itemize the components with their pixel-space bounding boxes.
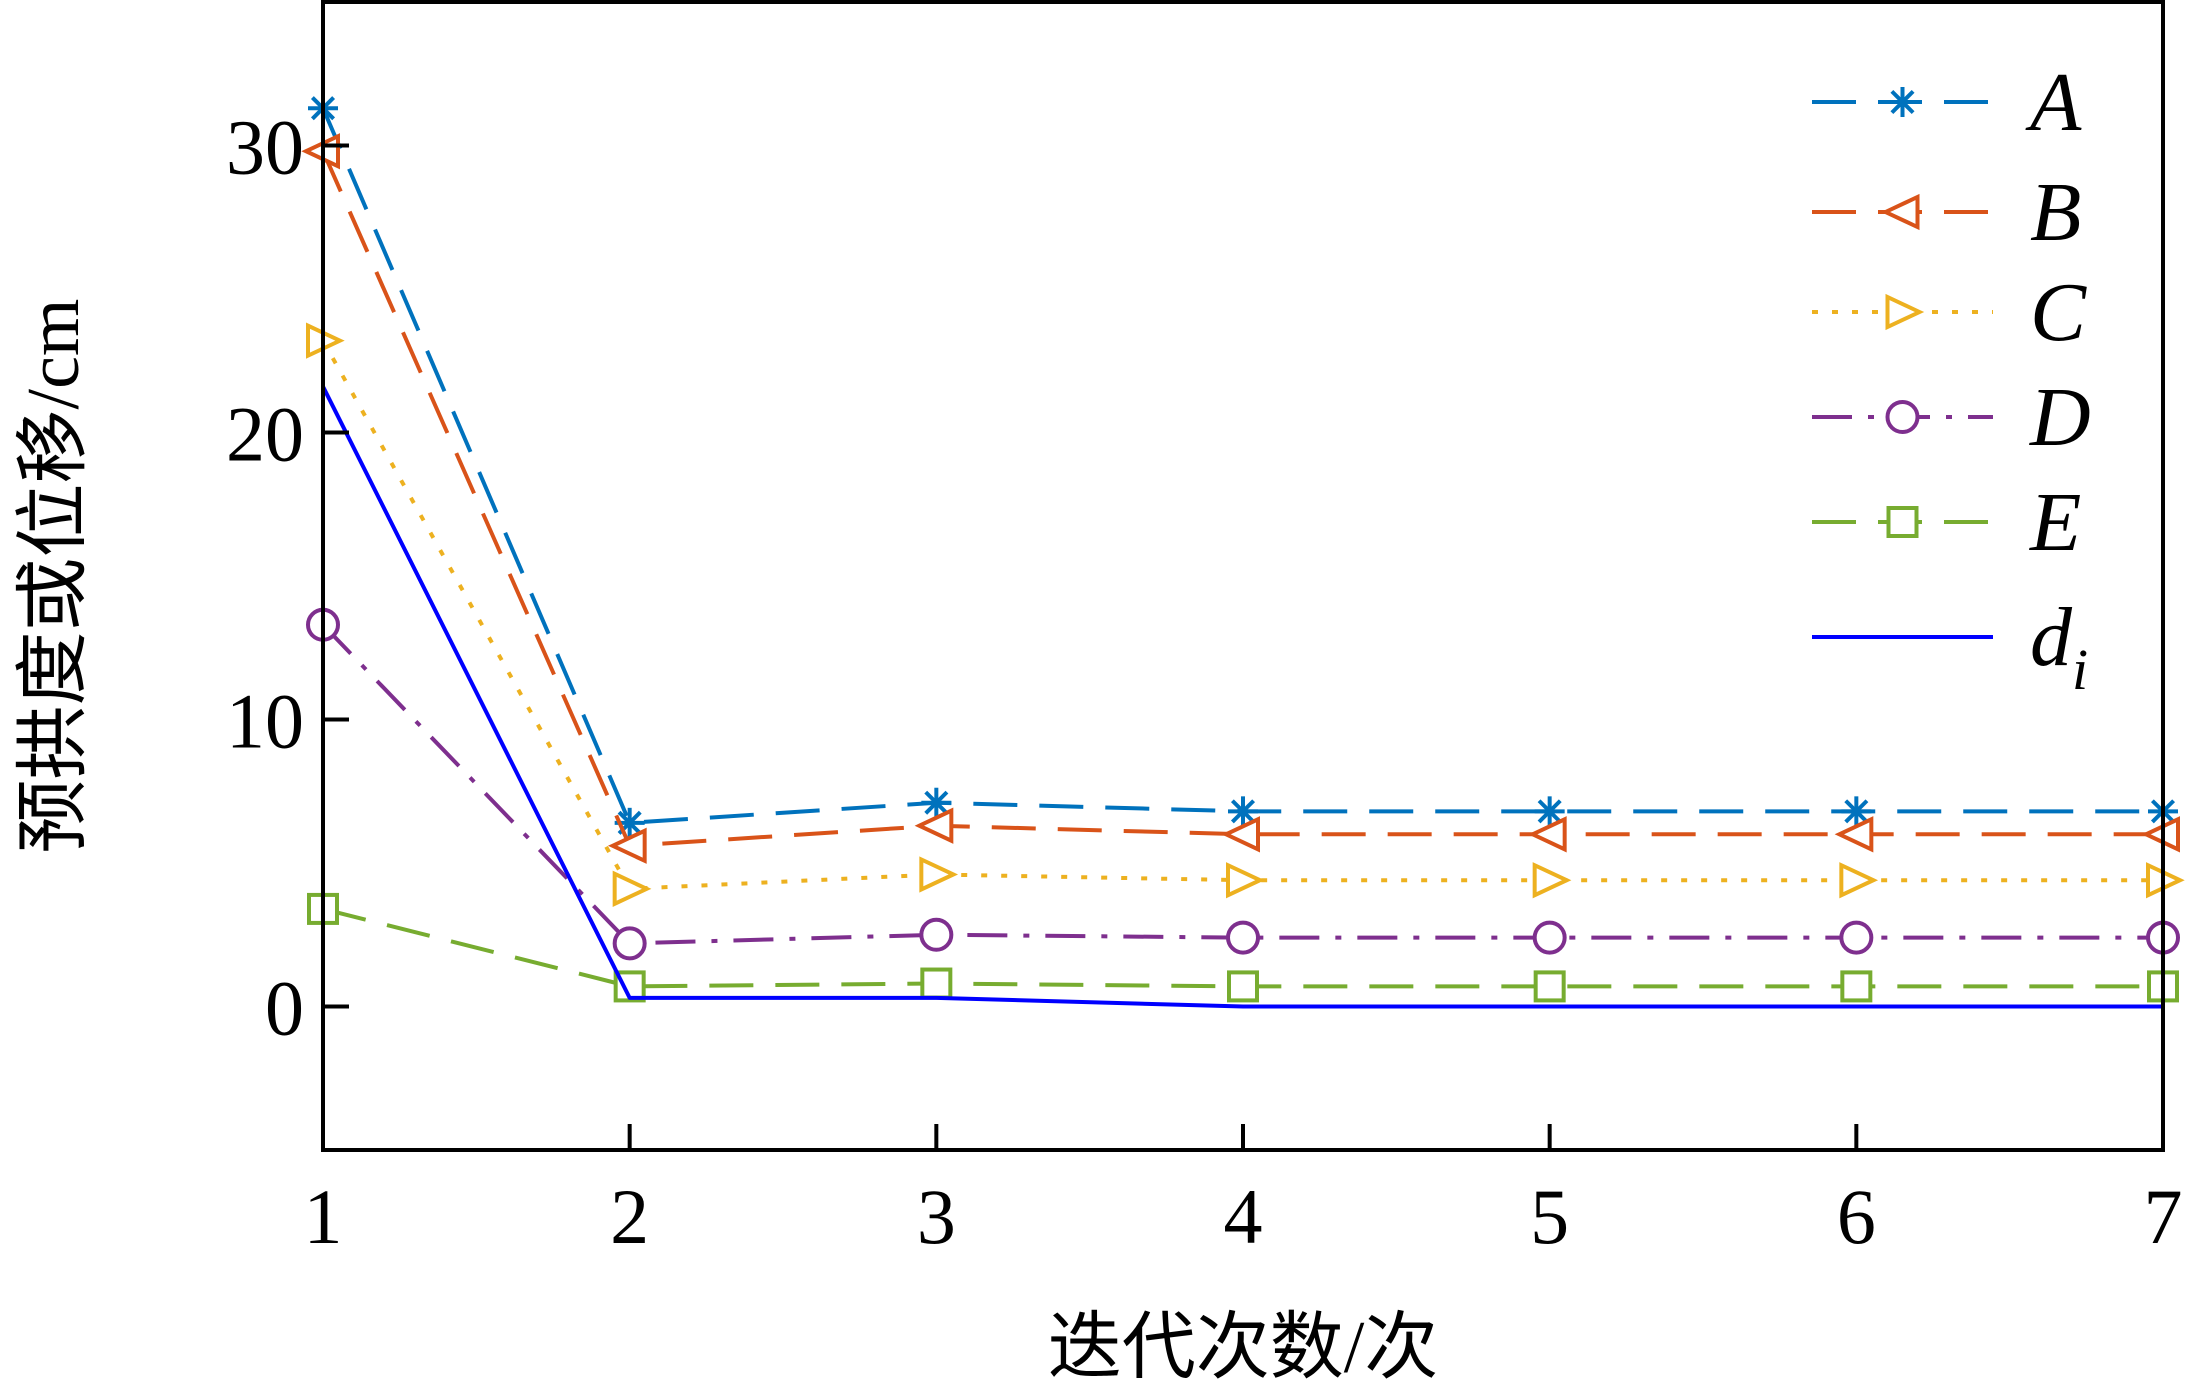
- x-axis-title: 迭代次数/次: [1048, 1307, 1439, 1389]
- data-point-a: [921, 787, 952, 818]
- data-point-b: [1221, 816, 1260, 853]
- data-point-c: [612, 870, 652, 907]
- data-point-e: [1227, 970, 1259, 1003]
- data-point-c: [1226, 862, 1265, 899]
- legend-item-di: di: [1812, 591, 2088, 702]
- x-tick-label: 4: [1224, 1173, 1263, 1260]
- legend-label: C: [2030, 266, 2087, 359]
- series-line-d: [321, 385, 2163, 1009]
- legend-marker: [1887, 87, 1918, 117]
- data-point-c: [919, 856, 959, 893]
- legend-item-a: A: [1812, 56, 2082, 149]
- x-tick-label: 1: [304, 1173, 343, 1260]
- series-layer: [301, 93, 2185, 1009]
- data-point-b: [914, 807, 954, 844]
- legend-label-subscript: i: [2072, 637, 2088, 702]
- ticks-layer: 1 2 3 4 5 6 7 0 10 20 30: [226, 104, 2183, 1261]
- data-point-e: [1840, 970, 1873, 1003]
- data-point-c: [1532, 862, 1572, 899]
- data-point-e: [920, 967, 953, 1000]
- series-line-a: [321, 107, 2163, 825]
- data-point-d: [1839, 920, 1874, 955]
- x-tick-label: 3: [917, 1173, 956, 1260]
- data-point-b: [607, 827, 647, 864]
- y-tick-label: 30: [226, 104, 304, 191]
- x-tick-label: 2: [610, 1173, 649, 1260]
- legend-label: B: [2030, 166, 2081, 259]
- x-tick-label: 7: [2144, 1173, 2183, 1260]
- series-di: [321, 385, 2163, 1009]
- series-b: [301, 133, 2180, 864]
- legend-label: A: [2025, 56, 2082, 149]
- y-axis-title: 预拱度或位移/cm: [13, 299, 95, 854]
- series-d: [306, 607, 2180, 961]
- legend-marker: [1886, 506, 1919, 538]
- legend-item-c: C: [1812, 266, 2087, 359]
- legend-label: D: [2029, 371, 2091, 464]
- data-point-d: [1226, 920, 1260, 955]
- x-tick-label: 6: [1837, 1173, 1876, 1260]
- data-point-d: [612, 926, 647, 961]
- legend-marker: [1885, 400, 1920, 434]
- data-point-a: [1841, 796, 1872, 827]
- legend-item-d: D: [1812, 371, 2091, 464]
- data-point-b: [1834, 816, 1874, 853]
- data-point-a: [1228, 796, 1258, 827]
- legend-marker: [1880, 193, 1920, 231]
- data-point-d: [919, 917, 954, 952]
- x-tick-label: 5: [1530, 1173, 1569, 1260]
- data-point-c: [1839, 862, 1879, 899]
- y-tick-label: 20: [226, 391, 304, 478]
- y-tick-label: 0: [265, 965, 304, 1052]
- data-point-b: [1527, 816, 1567, 853]
- legend-item-e: E: [1812, 476, 2081, 569]
- y-tick-label: 10: [226, 678, 304, 765]
- series-line-b: [321, 150, 2163, 848]
- series-line-d: [321, 623, 2163, 946]
- legend-marker: [1885, 293, 1925, 331]
- data-point-d: [1532, 920, 1567, 955]
- data-point-e: [1533, 970, 1566, 1003]
- legend-label: di: [2030, 591, 2088, 702]
- data-point-a: [1534, 796, 1565, 827]
- series-a: [308, 93, 2178, 838]
- legend-label: E: [2029, 476, 2081, 569]
- legend-item-b: B: [1812, 166, 2081, 259]
